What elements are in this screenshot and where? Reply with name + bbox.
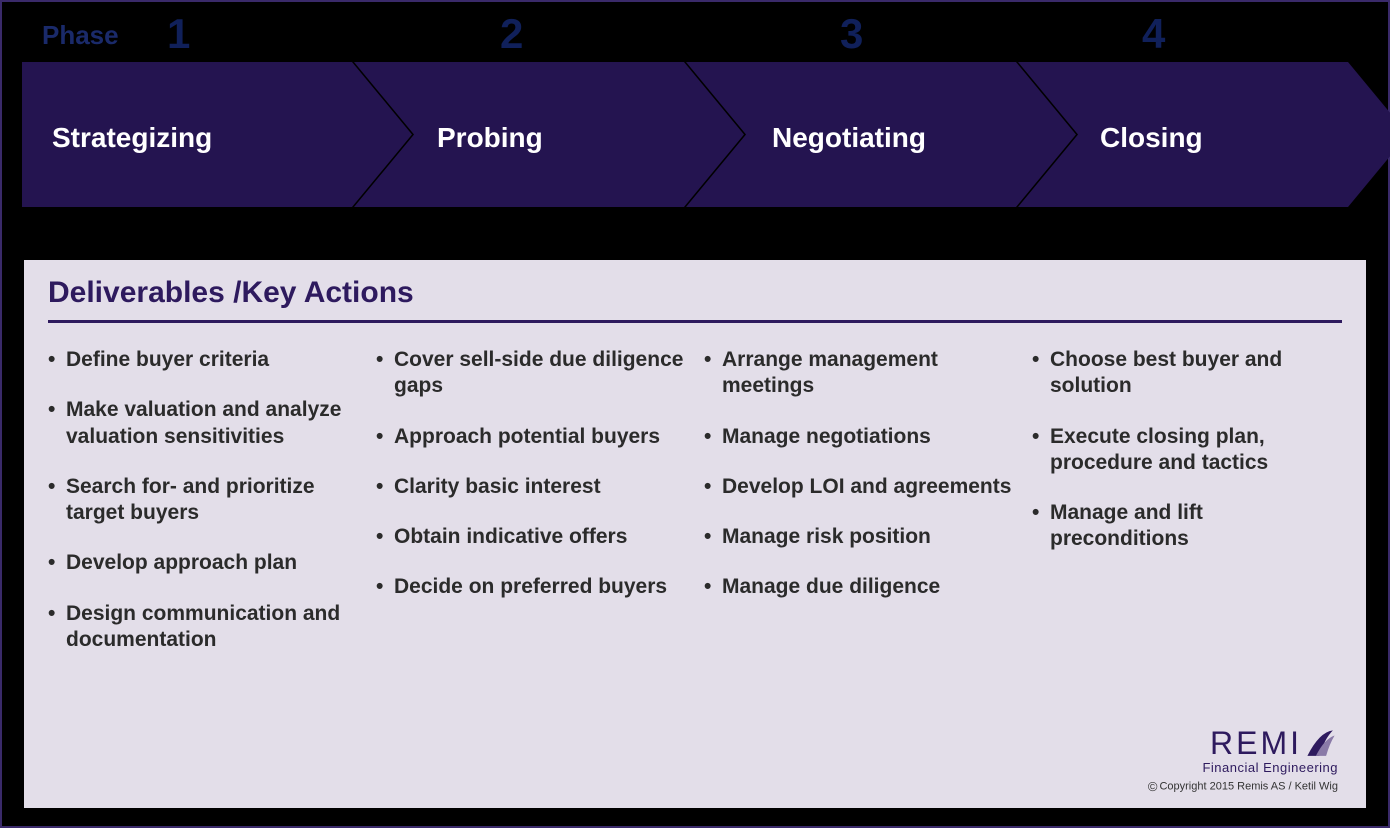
deliverable-item: Cover sell-side due diligence gaps <box>376 347 686 400</box>
deliverable-item: Manage negotiations <box>704 424 1014 450</box>
logo-text: REMI <box>1210 725 1302 762</box>
phase-header-row: Phase 1 2 3 4 <box>2 2 1388 62</box>
logo-block: REMI Financial Engineering ©Copyright 20… <box>1148 725 1338 794</box>
copyright: ©Copyright 2015 Remis AS / Ketil Wig <box>1148 779 1338 794</box>
chevron-label-4: Closing <box>1100 122 1203 154</box>
deliverables-columns: Define buyer criteria Make valuation and … <box>48 347 1342 677</box>
phase-number-4: 4 <box>1142 10 1165 58</box>
deliverable-item: Execute closing plan, procedure and tact… <box>1032 424 1342 477</box>
deliverables-box: Deliverables /Key Actions Define buyer c… <box>24 260 1366 808</box>
deliverables-col-1: Define buyer criteria Make valuation and … <box>48 347 358 677</box>
phase-label: Phase <box>42 20 119 51</box>
chevron-row: Strategizing Probing Negotiating Closing <box>2 62 1388 227</box>
chevron-label-3: Negotiating <box>772 122 926 154</box>
deliverable-item: Develop LOI and agreements <box>704 474 1014 500</box>
logo-name: REMI <box>1148 725 1338 762</box>
deliverable-item: Clarity basic interest <box>376 474 686 500</box>
copyright-text: Copyright 2015 Remis AS / Ketil Wig <box>1159 780 1338 792</box>
deliverable-item: Obtain indicative offers <box>376 524 686 550</box>
phase-number-2: 2 <box>500 10 523 58</box>
deliverable-item: Arrange management meetings <box>704 347 1014 400</box>
deliverables-col-3: Arrange management meetings Manage negoti… <box>704 347 1014 677</box>
deliverable-item: Manage due diligence <box>704 574 1014 600</box>
deliverables-title: Deliverables /Key Actions <box>48 272 1342 323</box>
chevron-label-2: Probing <box>437 122 543 154</box>
deliverable-item: Define buyer criteria <box>48 347 358 373</box>
deliverables-col-4: Choose best buyer and solution Execute cl… <box>1032 347 1342 677</box>
deliverables-col-2: Cover sell-side due diligence gaps Approa… <box>376 347 686 677</box>
deliverable-item: Search for- and prioritize target buyers <box>48 474 358 527</box>
chevron-phase-4 <box>1018 62 1390 207</box>
logo-swoosh-icon <box>1304 727 1338 761</box>
deliverable-item: Manage risk position <box>704 524 1014 550</box>
deliverable-item: Design communication and documentation <box>48 601 358 654</box>
copyright-icon: © <box>1148 779 1158 794</box>
deliverable-item: Develop approach plan <box>48 550 358 576</box>
deliverable-item: Approach potential buyers <box>376 424 686 450</box>
logo-tagline: Financial Engineering <box>1148 760 1338 775</box>
deliverable-item: Choose best buyer and solution <box>1032 347 1342 400</box>
chevron-label-1: Strategizing <box>52 122 212 154</box>
deliverable-item: Decide on preferred buyers <box>376 574 686 600</box>
phase-number-3: 3 <box>840 10 863 58</box>
deliverable-item: Manage and lift preconditions <box>1032 500 1342 553</box>
deliverable-item: Make valuation and analyze valuation sen… <box>48 397 358 450</box>
phase-number-1: 1 <box>167 10 190 58</box>
